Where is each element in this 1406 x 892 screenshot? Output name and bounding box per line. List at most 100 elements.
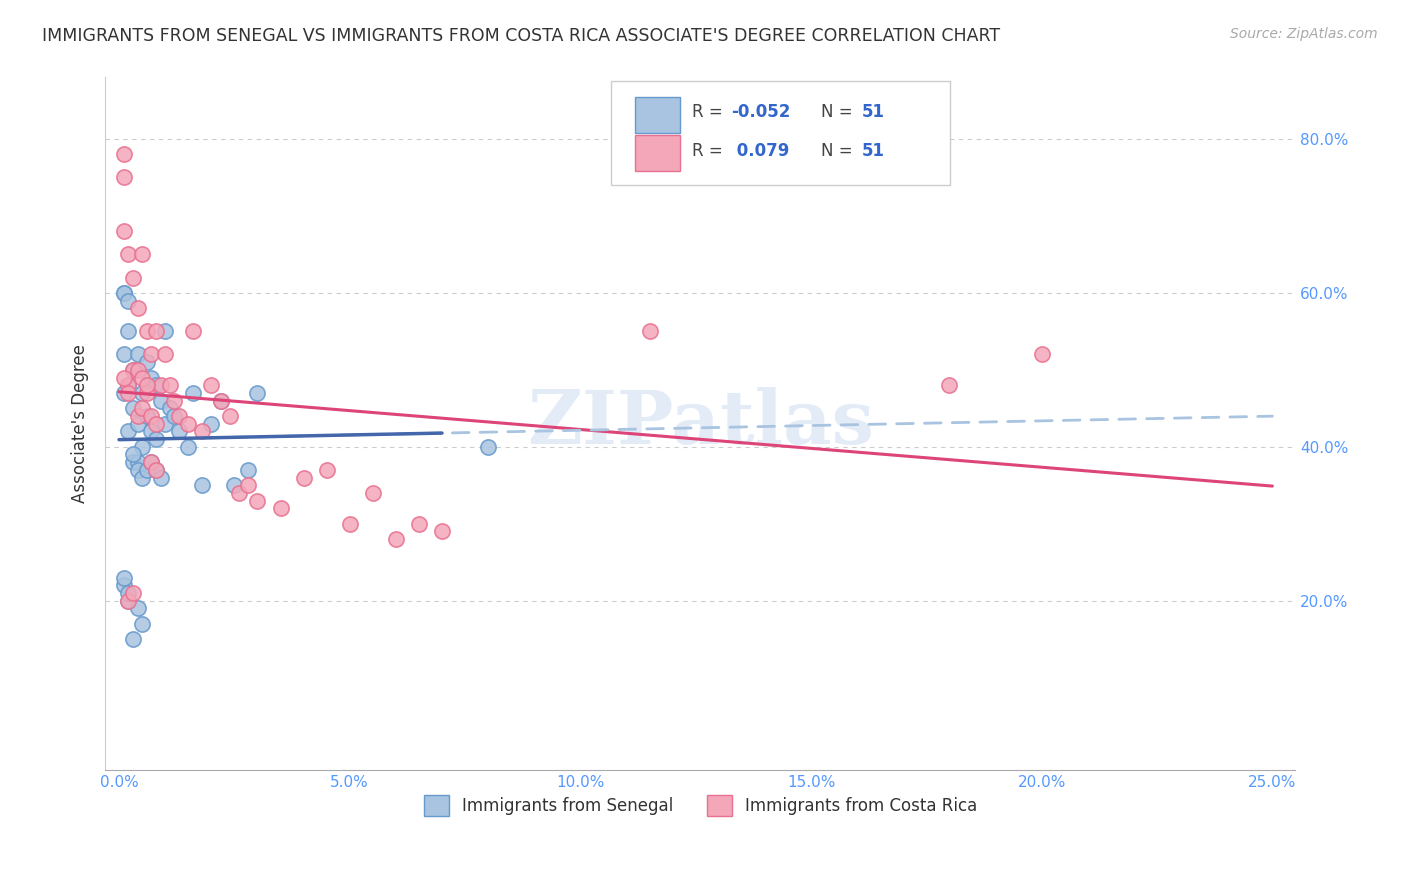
Text: N =: N = (821, 142, 858, 160)
Point (122, 363, 145, 377)
Point (149, 378, 172, 392)
Point (141, 425, 163, 439)
Point (200, 378, 222, 392)
Text: R =: R = (692, 142, 728, 160)
Text: N =: N = (821, 103, 858, 121)
Point (117, 425, 139, 439)
Point (122, 455, 145, 469)
Point (145, 463, 167, 477)
Point (246, 493, 269, 508)
Point (181, 386, 204, 401)
Point (127, 417, 149, 431)
Point (153, 324, 176, 338)
Point (135, 355, 157, 369)
Point (127, 601, 149, 615)
Point (315, 463, 337, 477)
Text: -0.052: -0.052 (731, 103, 790, 121)
Point (131, 386, 153, 401)
Point (135, 378, 157, 392)
Point (131, 440, 153, 454)
Point (117, 593, 139, 607)
Point (238, 478, 260, 492)
Point (112, 370, 135, 384)
Point (135, 324, 157, 338)
Point (218, 409, 240, 423)
Point (1031, 347, 1053, 361)
Point (224, 478, 246, 492)
Point (149, 393, 172, 408)
Point (938, 378, 960, 392)
Point (117, 324, 139, 338)
Point (167, 409, 190, 423)
Point (177, 440, 200, 454)
Point (153, 347, 176, 361)
Point (153, 417, 176, 431)
Point (145, 432, 167, 446)
Legend: Immigrants from Senegal, Immigrants from Costa Rica: Immigrants from Senegal, Immigrants from… (415, 787, 986, 824)
Point (122, 632, 145, 647)
Point (127, 455, 149, 469)
Point (270, 501, 292, 516)
Point (122, 401, 145, 416)
Text: 51: 51 (862, 142, 886, 160)
Point (145, 324, 167, 338)
Point (430, 524, 453, 539)
Point (167, 425, 190, 439)
Point (127, 301, 149, 316)
Text: R =: R = (692, 103, 728, 121)
Point (145, 417, 167, 431)
Point (191, 425, 214, 439)
Y-axis label: Associate's Degree: Associate's Degree (72, 344, 89, 503)
Text: 0.079: 0.079 (731, 142, 790, 160)
Point (122, 363, 145, 377)
Point (163, 409, 186, 423)
Point (292, 470, 315, 484)
Point (141, 455, 163, 469)
Point (246, 386, 269, 401)
Point (141, 370, 163, 384)
Point (200, 417, 222, 431)
FancyBboxPatch shape (612, 81, 950, 185)
Point (385, 532, 408, 546)
Point (117, 586, 139, 600)
Point (127, 463, 149, 477)
Point (117, 593, 139, 607)
Point (131, 616, 153, 631)
Point (145, 378, 167, 392)
Point (135, 409, 157, 423)
Point (112, 285, 135, 300)
Point (228, 486, 250, 500)
Point (141, 409, 163, 423)
Point (117, 378, 139, 392)
Point (131, 247, 153, 261)
Point (112, 571, 135, 585)
Point (117, 386, 139, 401)
Point (191, 478, 214, 492)
Point (127, 409, 149, 423)
Point (135, 463, 157, 477)
FancyBboxPatch shape (636, 97, 681, 133)
Point (117, 378, 139, 392)
Point (209, 393, 232, 408)
Point (159, 378, 181, 392)
Point (122, 270, 145, 285)
Text: IMMIGRANTS FROM SENEGAL VS IMMIGRANTS FROM COSTA RICA ASSOCIATE'S DEGREE CORRELA: IMMIGRANTS FROM SENEGAL VS IMMIGRANTS FR… (42, 27, 1000, 45)
Point (238, 463, 260, 477)
Point (131, 470, 153, 484)
Point (112, 147, 135, 161)
Point (122, 448, 145, 462)
Point (361, 486, 384, 500)
Point (408, 516, 430, 531)
Point (135, 386, 157, 401)
Point (163, 393, 186, 408)
Point (112, 170, 135, 185)
Point (131, 370, 153, 384)
Point (117, 293, 139, 308)
Text: 51: 51 (862, 103, 886, 121)
Point (112, 347, 135, 361)
Point (209, 393, 232, 408)
Point (122, 586, 145, 600)
Point (112, 224, 135, 238)
Point (177, 417, 200, 431)
Text: Source: ZipAtlas.com: Source: ZipAtlas.com (1230, 27, 1378, 41)
